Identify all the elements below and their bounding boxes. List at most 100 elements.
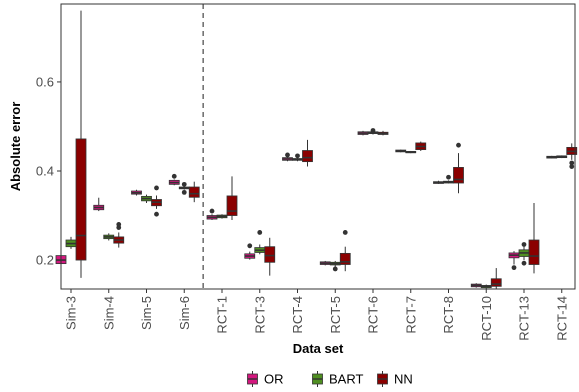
y-tick-label: 0.6 <box>36 74 54 89</box>
box-nn-rct-5 <box>339 230 351 272</box>
box-nn-rct-3 <box>264 237 276 276</box>
x-tick-label: RCT-13 <box>517 296 532 341</box>
legend-label: OR <box>264 372 284 387</box>
box-nn-sim-6 <box>188 181 200 203</box>
box-bart-rct-13 <box>518 242 530 266</box>
x-tick-label: Sim-5 <box>139 296 154 330</box>
x-tick-label: RCT-5 <box>328 296 343 334</box>
box-or-sim-4 <box>93 197 105 212</box>
box-bart-rct-4 <box>292 153 303 162</box>
box-bart-sim-3 <box>65 236 77 249</box>
boxes-layer <box>55 10 578 289</box>
box-outlier <box>181 181 187 187</box>
x-tick-label: RCT-7 <box>403 296 418 334</box>
box-nn-rct-13 <box>528 203 540 274</box>
box-outlier <box>154 185 159 191</box>
box-outlier <box>511 265 517 271</box>
legend-label: BART <box>329 372 363 387</box>
y-tick-label: 0.2 <box>36 253 54 268</box>
x-tick-label: Sim-3 <box>64 296 79 330</box>
box-nn-rct-6 <box>377 130 389 136</box>
box-bart-rct-6 <box>367 128 379 135</box>
legend: OR BART NN <box>247 371 413 387</box>
box-body <box>75 138 87 261</box>
box-bart-rct-10 <box>480 284 492 289</box>
box-outlier <box>332 266 338 272</box>
x-axis-title: Data set <box>293 341 344 356</box>
box-or-rct-8 <box>433 180 444 184</box>
box-outlier <box>569 164 575 169</box>
box-bart-sim-5 <box>141 194 152 204</box>
box-body <box>528 239 540 265</box>
box-or-rct-14 <box>546 155 558 159</box>
x-tick-label: RCT-4 <box>290 296 305 334</box>
box-nn-rct-8 <box>453 142 464 194</box>
box-outlier <box>569 160 575 166</box>
box-outlier <box>446 174 451 180</box>
y-tick-label: 0.4 <box>36 163 54 178</box>
box-body <box>490 278 502 287</box>
box-or-rct-6 <box>357 130 369 136</box>
box-bart-rct-7 <box>405 150 417 154</box>
box-bart-rct-14 <box>556 155 568 159</box>
x-tick-label: RCT-14 <box>554 296 569 341</box>
box-outlier <box>257 230 263 235</box>
box-nn-rct-10 <box>490 268 502 289</box>
box-or-rct-5 <box>319 260 331 266</box>
box-outlier <box>370 128 376 133</box>
box-outlier <box>247 243 253 249</box>
y-axis: 0.2 0.4 0.6 <box>36 74 61 268</box>
box-nn-sim-5 <box>151 185 162 217</box>
box-outlier <box>285 152 290 158</box>
box-bart-rct-5 <box>329 260 341 272</box>
legend-label: NN <box>394 372 413 387</box>
box-outlier <box>295 153 300 159</box>
box-nn-sim-3 <box>75 10 87 278</box>
box-outlier <box>154 211 159 217</box>
legend-item-or: OR <box>247 371 284 387</box>
x-tick-label: RCT-1 <box>215 296 230 334</box>
box-body <box>453 167 464 184</box>
box-outlier <box>209 208 215 214</box>
box-outlier <box>116 222 122 227</box>
x-tick-label: Sim-4 <box>101 296 116 330</box>
box-bart-rct-1 <box>216 214 228 219</box>
x-tick-label: Sim-6 <box>177 296 192 330</box>
box-bart-sim-6 <box>178 181 190 195</box>
box-nn-rct-4 <box>302 139 313 167</box>
box-or-rct-7 <box>395 149 407 153</box>
x-axis: Sim-3 Sim-4 Sim-5 Sim-6 RCT-1 RCT-3 RCT-4 RCT-5… <box>64 289 569 341</box>
box-nn-rct-7 <box>415 141 427 151</box>
box-bart-sim-4 <box>103 233 115 241</box>
box-body <box>264 246 276 263</box>
box-or-rct-4 <box>282 152 293 162</box>
box-body <box>302 150 313 163</box>
y-axis-title: Absolute error <box>8 102 23 192</box>
box-or-sim-5 <box>131 189 142 196</box>
legend-item-nn: NN <box>377 371 413 387</box>
box-outlier <box>456 142 461 148</box>
plot-panel-border <box>60 3 576 290</box>
box-body <box>226 195 238 216</box>
box-or-rct-13 <box>508 251 520 271</box>
box-bart-rct-8 <box>443 174 454 184</box>
box-outlier <box>342 230 348 235</box>
box-outlier <box>521 260 527 266</box>
box-nn-sim-4 <box>113 222 125 248</box>
box-bart-rct-3 <box>254 230 266 255</box>
box-outlier <box>181 189 187 195</box>
box-or-sim-6 <box>168 173 180 186</box>
x-tick-label: RCT-8 <box>441 296 456 334</box>
box-outlier <box>171 173 177 179</box>
x-tick-label: RCT-10 <box>479 296 494 341</box>
box-nn-rct-1 <box>226 176 238 220</box>
legend-item-bart: BART <box>312 371 363 387</box>
box-body <box>188 186 200 198</box>
x-tick-label: RCT-3 <box>252 296 267 334</box>
box-or-rct-1 <box>206 208 218 220</box>
box-or-rct-3 <box>244 243 256 260</box>
box-outlier <box>521 242 527 247</box>
box-or-rct-10 <box>470 283 482 288</box>
x-tick-label: RCT-6 <box>366 296 381 334</box>
